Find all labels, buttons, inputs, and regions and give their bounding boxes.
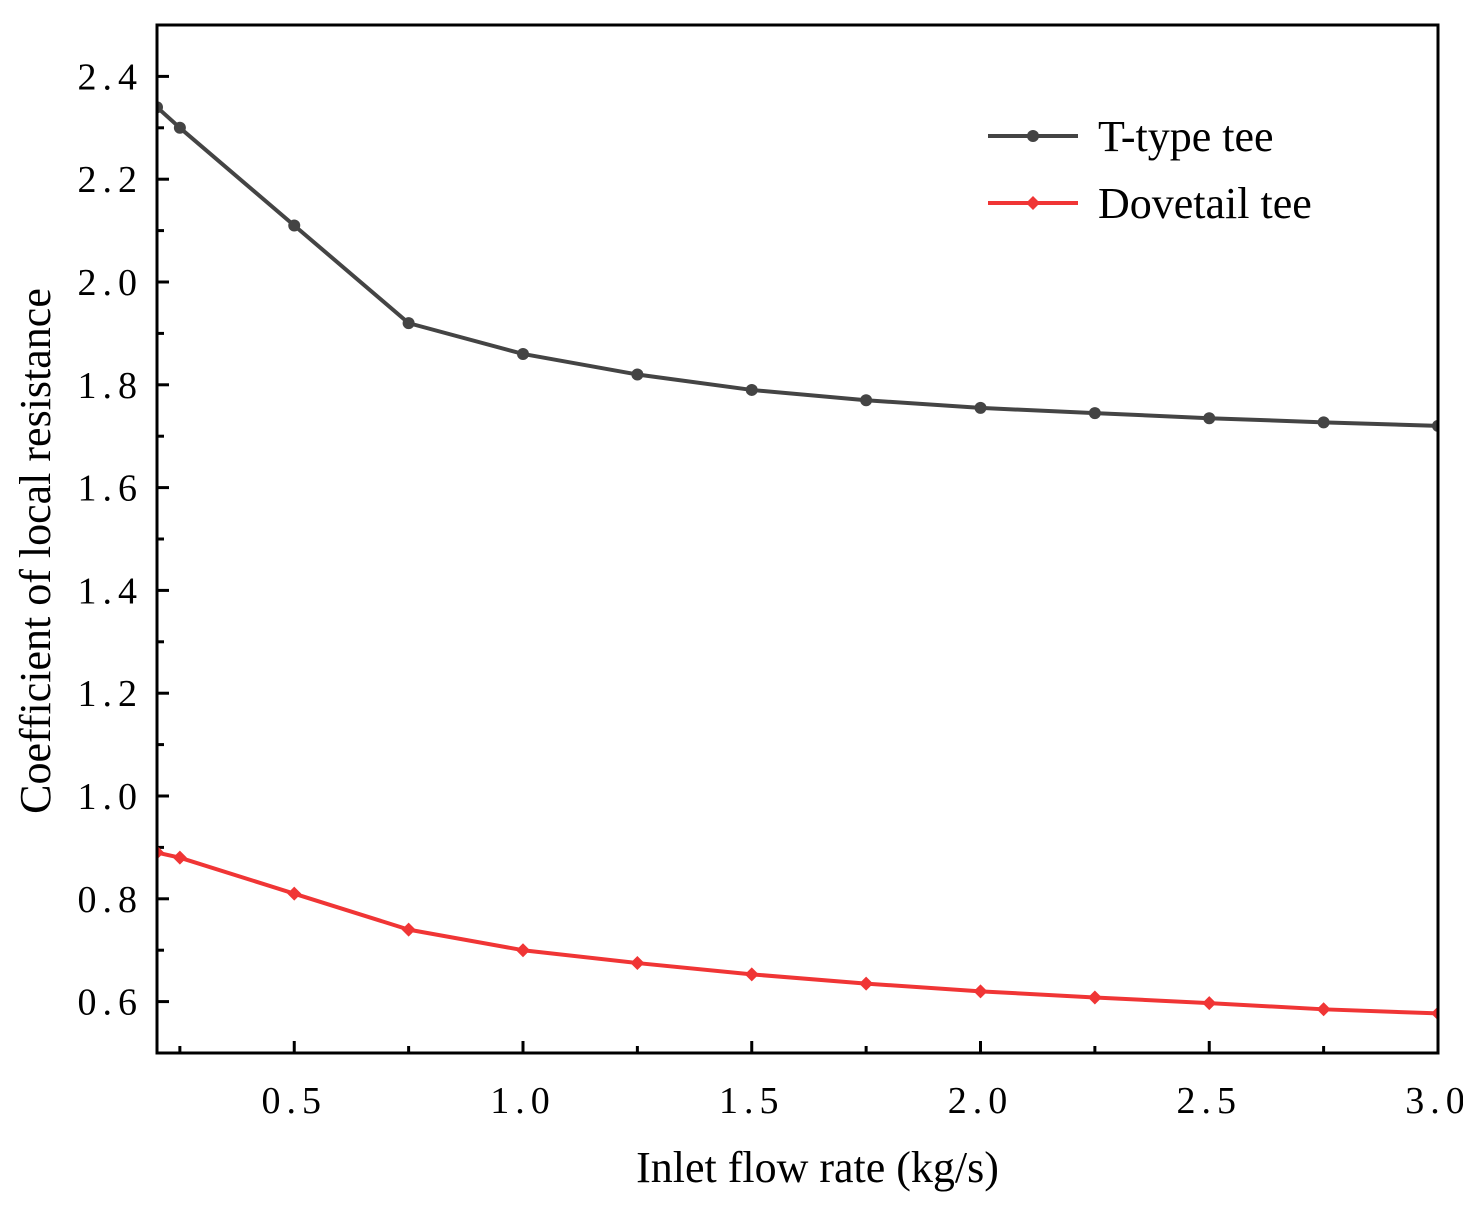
- x-tick-label: 2.0: [948, 1080, 1014, 1122]
- data-point: [745, 383, 758, 396]
- data-point: [1088, 407, 1101, 420]
- y-tick-label: 2.2: [78, 159, 144, 201]
- legend: T-type tee Dovetail tee: [988, 112, 1312, 228]
- data-point: [1203, 412, 1216, 425]
- y-tick-label: 0.8: [78, 879, 144, 921]
- series-line-2: [157, 850, 1438, 1016]
- y-tick-label: 2.0: [78, 262, 144, 304]
- plot-frame: [155, 23, 1440, 1055]
- data-point: [516, 943, 530, 958]
- data-point: [157, 845, 164, 860]
- legend-marker: [1026, 196, 1040, 210]
- data-point: [401, 922, 416, 937]
- data-point: [402, 317, 415, 330]
- data-point: [859, 976, 874, 991]
- data-point: [173, 121, 186, 134]
- y-axis-ticks: 0.6 0.8 1.0 1.2 1.4 1.6 1.8 2.0 2.2 2.4: [78, 56, 169, 1024]
- x-tick-label: 1.0: [490, 1080, 556, 1122]
- x-axis-ticks: 0.5 1.0 1.5 2.0 2.5 3.0: [178, 1041, 1463, 1122]
- y-tick-label: 2.4: [78, 56, 144, 98]
- data-point: [1317, 416, 1330, 429]
- data-point: [860, 394, 873, 407]
- y-tick-label: 1.0: [78, 776, 144, 818]
- data-point: [631, 368, 644, 381]
- data-point: [744, 967, 759, 982]
- legend-marker: [1027, 130, 1039, 142]
- y-axis-title: Coefficient of local resistance: [11, 288, 60, 814]
- x-tick-label: 1.5: [719, 1080, 785, 1122]
- data-point: [1431, 1006, 1438, 1021]
- data-point: [288, 219, 301, 232]
- x-tick-label: 3.0: [1405, 1080, 1463, 1122]
- x-axis-title: Inlet flow rate (kg/s): [636, 1143, 999, 1192]
- x-tick-label: 2.5: [1177, 1080, 1243, 1122]
- data-point: [974, 401, 987, 414]
- series-group: [157, 101, 1438, 1021]
- data-point: [287, 886, 302, 901]
- data-point: [630, 956, 645, 971]
- x-tick-label: 0.5: [262, 1080, 328, 1122]
- data-point: [1202, 996, 1217, 1011]
- data-point: [517, 347, 529, 360]
- y-tick-label: 1.6: [78, 468, 144, 510]
- data-point: [973, 984, 988, 999]
- data-point: [1087, 990, 1102, 1005]
- y-tick-label: 1.2: [78, 673, 144, 715]
- y-tick-label: 0.6: [78, 982, 144, 1024]
- data-point: [1316, 1002, 1331, 1017]
- y-tick-label: 1.4: [78, 570, 144, 612]
- legend-label: T-type tee: [1098, 112, 1274, 161]
- legend-label: Dovetail tee: [1098, 179, 1312, 228]
- data-point: [172, 850, 187, 865]
- series-layer: [157, 101, 1438, 1021]
- y-tick-label: 1.8: [78, 365, 144, 407]
